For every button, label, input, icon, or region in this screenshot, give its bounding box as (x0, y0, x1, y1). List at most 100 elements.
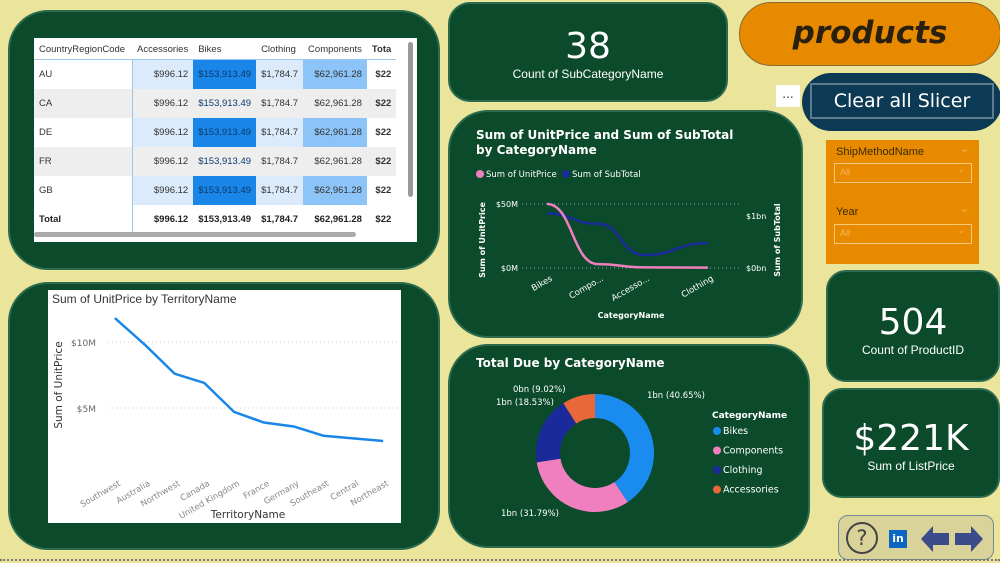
table-cell: $996.12 (132, 175, 194, 205)
donut-slice-components (536, 458, 628, 512)
y2-axis-label: Sum of SubTotal (773, 203, 782, 277)
data-point (352, 437, 354, 439)
table-cell: $996.12 (132, 88, 194, 118)
table-cell: $153,913.49 (193, 59, 257, 89)
table-row: CA $996.12 $153,913.49 $1,784.7 $62,961.28 $2… (34, 88, 397, 118)
table-cell: $153,913.49 (193, 146, 257, 176)
chevron-down-icon[interactable]: ⌄ (959, 202, 969, 215)
kpi-subcategory-card: 38 Count of SubCategoryName (448, 2, 728, 102)
kpi-value: 38 (565, 26, 611, 67)
table-cell: $22 (366, 204, 397, 234)
chevron-down-icon: ⌄ (957, 164, 965, 174)
legend-title: CategoryName (712, 411, 787, 421)
y2-tick-label: $1bn (746, 212, 766, 221)
table-cell: CA (34, 88, 133, 118)
more-options-button[interactable]: ... (776, 85, 800, 107)
kpi-listprice-card: $221K Sum of ListPrice (822, 388, 1000, 498)
legend-label: Components (723, 446, 783, 457)
table-cell: DE (34, 117, 133, 147)
page-title: products (792, 15, 948, 51)
table-cell: $1,784.7 (256, 175, 304, 205)
table-cell: Total (34, 204, 133, 234)
y-tick-label: $50M (496, 200, 518, 209)
clear-slicer-container: Clear all Slicer (802, 73, 1000, 131)
unitprice-line (546, 202, 709, 269)
data-point (263, 422, 265, 424)
table-cell: $996.12 (132, 117, 194, 147)
column-header[interactable]: Tota (366, 38, 397, 60)
linkedin-icon[interactable]: in (889, 530, 907, 548)
horizontal-scrollbar[interactable] (34, 232, 356, 237)
column-header[interactable]: CountryRegionCode (34, 38, 132, 60)
chevron-down-icon[interactable]: ⌄ (959, 142, 969, 155)
page-border-dotted (0, 559, 1000, 561)
territory-chart: Sum of UnitPrice by TerritoryName $5M $10… (48, 290, 401, 523)
legend-marker-subtotal (562, 170, 570, 178)
chart-title: Total Due by CategoryName (476, 356, 665, 370)
shipmethod-dropdown[interactable]: All ⌄ (834, 163, 972, 183)
table-cell: $62,961.28 (303, 146, 367, 176)
data-point (293, 425, 295, 427)
combo-line-plot: $0M $50M $0bn $1bn Sum of UnitPrice Sum of Su… (476, 170, 782, 320)
products-header: products (739, 2, 1000, 66)
y2-tick-label: $0bn (746, 264, 766, 273)
table-cell: GB (34, 175, 133, 205)
data-point (382, 440, 384, 442)
table-cell: $22 (375, 126, 392, 138)
legend-marker (713, 446, 721, 455)
donut-slice-accessories (563, 394, 595, 424)
column-header[interactable]: Accessories (132, 38, 194, 60)
chart-title: Sum of UnitPrice by TerritoryName (52, 292, 237, 306)
table-cell: $1,784.7 (256, 146, 304, 176)
table-cell: $1,784.7 (256, 117, 304, 147)
footer-nav: ? in (838, 515, 994, 560)
table-cell: $22 (366, 146, 397, 176)
kpi-value: 504 (878, 302, 948, 343)
chart-title: Sum of UnitPrice and Sum of SubTotal by … (476, 128, 734, 157)
table-cell: $62,961.28 (303, 204, 367, 234)
table-cell: $1,784.7 (256, 59, 304, 89)
y-tick-label: $10M (71, 339, 96, 349)
column-header[interactable]: Components (303, 38, 367, 60)
y-tick-label: $0M (501, 264, 518, 273)
help-icon[interactable]: ? (846, 522, 878, 554)
data-point (174, 373, 176, 375)
x-tick-label: Bikes (530, 274, 555, 294)
dropdown-value: All (840, 228, 851, 238)
kpi-label: Count of ProductID (861, 343, 965, 357)
donut-slice-clothing (536, 403, 577, 463)
table-row: DE $996.12 $153,913.49 $1,784.7 $62,961.28 $2… (34, 117, 396, 147)
y-tick-label: $5M (77, 405, 96, 415)
kpi-value: $221K (853, 418, 969, 459)
y-axis-label: Sum of UnitPrice (478, 202, 487, 278)
legend-marker-unitprice (476, 170, 484, 178)
x-axis-label: TerritoryName (210, 509, 286, 521)
kpi-product-card: 504 Count of ProductID (826, 270, 1000, 382)
table-cell: $996.12 (132, 59, 194, 89)
data-label: 1bn (18.53%) (496, 398, 554, 408)
data-point (114, 317, 116, 319)
table-cell: $153,913.49 (193, 175, 257, 205)
table-cell: $22 (375, 68, 392, 80)
column-header[interactable]: Bikes (193, 38, 257, 60)
x-tick-label: Accesso... (610, 274, 652, 304)
table-cell: $153,913.49 (193, 204, 257, 234)
table-cell: $996.12 (132, 146, 194, 176)
arrow-left-icon[interactable] (921, 526, 949, 552)
x-axis-label: CategoryName (598, 311, 665, 320)
year-dropdown[interactable]: All ⌄ (834, 224, 972, 244)
slicer-label: ShipMethodName (836, 146, 925, 158)
table-cell: $153,913.49 (193, 117, 257, 147)
legend-label: Clothing (723, 465, 763, 476)
legend-marker (713, 427, 721, 435)
x-tick-label: Southwest (79, 479, 123, 510)
arrow-right-icon[interactable] (955, 526, 983, 552)
territory-line-plot: $5M$10MSouthwestAustraliaNorthwestCanada… (53, 317, 398, 522)
data-label: 0bn (9.02%) (513, 385, 566, 395)
data-point (203, 382, 205, 384)
donut-slice-bikes (595, 394, 654, 503)
vertical-scrollbar[interactable] (408, 42, 413, 197)
column-header[interactable]: Clothing (256, 38, 304, 60)
clear-all-slicer-button[interactable]: Clear all Slicer (810, 83, 994, 119)
data-label: 1bn (31.79%) (501, 509, 559, 519)
